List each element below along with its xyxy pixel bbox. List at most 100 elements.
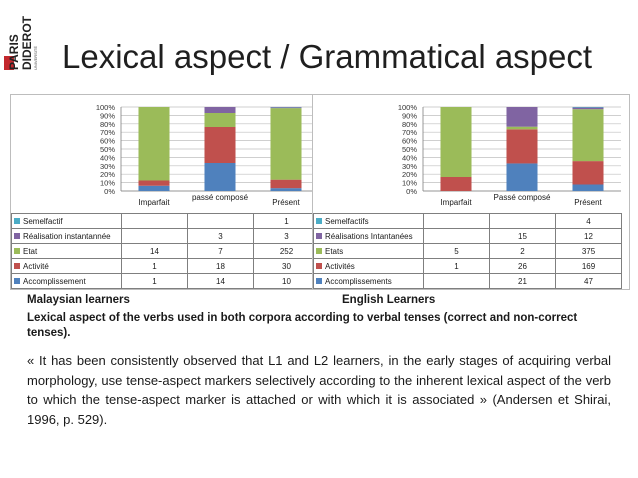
logo-diderot: DIDEROT: [20, 15, 34, 70]
bar-etat-passe-compose: [204, 113, 236, 127]
chart-english-plot: 0%10%20%30%40%50%60%70%80%90%100%: [398, 103, 621, 196]
table-row: Semelfactif 1: [11, 213, 320, 229]
data-label: 1: [423, 258, 490, 274]
y-tick-label: 10%: [100, 179, 115, 188]
legend-label: Etat: [23, 246, 38, 256]
y-tick-label: 90%: [402, 111, 417, 120]
y-tick-label: 80%: [402, 120, 417, 129]
bar-semelfactifs-present: [572, 107, 604, 108]
table-row: Etat 14 7 252: [11, 243, 320, 259]
bar-accomplissement-imparfait: [138, 185, 170, 191]
x-category-label: Passé composé: [493, 193, 551, 202]
data-label: [423, 228, 490, 244]
y-tick-label: 50%: [100, 145, 115, 154]
logo-paris: PARIS: [7, 34, 21, 70]
data-label: 30: [253, 258, 320, 274]
legend-swatch: [14, 233, 20, 240]
data-label: 3: [187, 228, 254, 244]
legend-swatch: [316, 263, 322, 270]
data-label: [423, 213, 490, 229]
legend-label: Activité: [23, 261, 49, 271]
legend-label: Etats: [325, 246, 344, 256]
legend-swatch: [316, 278, 322, 285]
bar-activites-present: [572, 161, 604, 185]
data-label: [489, 213, 556, 229]
chart-english: 0% 10% 20% 30% 40% 50% 60% 70% 80% 90% 100% Imparf…: [312, 94, 630, 290]
bar-realisation-instantannee-present: [270, 107, 302, 109]
y-tick-label: 30%: [402, 162, 417, 171]
legend-label: Accomplissement: [23, 276, 86, 286]
x-category-label: Imparfait: [440, 198, 472, 207]
bar-activites-imparfait: [440, 177, 472, 191]
table-row: Activités 1 26 169: [313, 258, 622, 274]
table-row: Accomplissement 1 14 10: [11, 273, 320, 289]
table-row: Accomplissements 21 47: [313, 273, 622, 289]
data-label: 252: [253, 243, 320, 259]
data-label: 375: [555, 243, 622, 259]
y-tick-label: 60%: [402, 137, 417, 146]
bar-etat-present: [270, 108, 302, 180]
legend-swatch: [316, 248, 322, 255]
andersen-shirai-quote: « It has been consistently observed that…: [27, 353, 611, 427]
bar-activite-passe-compose: [204, 127, 236, 163]
data-label: [121, 228, 188, 244]
legend-label: Accomplissements: [325, 276, 392, 286]
data-label: 18: [187, 258, 254, 274]
bar-accomplissement-passe-compose: [204, 163, 236, 191]
data-label: 1: [121, 273, 188, 289]
bar-etat-imparfait: [138, 107, 170, 181]
legend-label: Semelfactifs: [325, 216, 369, 226]
y-tick-label: 10%: [402, 179, 417, 188]
bar-etats-passe-compose: [506, 126, 538, 130]
data-label: 21: [489, 273, 556, 289]
y-tick-label: 90%: [100, 111, 115, 120]
y-tick-label: 0%: [104, 187, 115, 196]
data-table: Semelfactif 1 Réalisation instantannée 3 3 Et…: [11, 213, 320, 289]
data-label: 169: [555, 258, 622, 274]
y-tick-label: 40%: [402, 153, 417, 162]
legend-label: Semelfactif: [23, 216, 63, 226]
y-tick-label: 60%: [100, 137, 115, 146]
x-category-label: Présent: [574, 198, 602, 207]
legend-swatch: [14, 218, 20, 225]
table-row: Etats 5 2 375: [313, 243, 622, 259]
bar-activites-passe-compose: [506, 129, 538, 164]
bar-etats-present: [572, 109, 604, 162]
table-row: Activité 1 18 30: [11, 258, 320, 274]
legend-label: Activités: [325, 261, 355, 271]
y-tick-label: 70%: [402, 128, 417, 137]
legend-label: Réalisation instantannée: [23, 231, 111, 241]
data-label: 47: [555, 273, 622, 289]
data-label: 5: [423, 243, 490, 259]
chart-malaysian: 0% 10% 20% 30% 40% 50% 60% 70% 80% 90% 100% Imparf…: [10, 94, 328, 290]
data-label: 1: [121, 258, 188, 274]
y-tick-label: 20%: [402, 170, 417, 179]
data-label: [121, 213, 188, 229]
bar-accomplissements-passe-compose: [506, 163, 538, 191]
table-row: Réalisations Intantanées 15 12: [313, 228, 622, 244]
x-category-label: Imparfait: [138, 198, 170, 207]
bar-activite-present: [270, 179, 302, 189]
bar-etats-imparfait: [440, 107, 472, 177]
y-tick-label: 40%: [100, 153, 115, 162]
data-label: 3: [253, 228, 320, 244]
figure-caption: Lexical aspect of the verbs used in both…: [27, 312, 578, 339]
legend-swatch: [14, 248, 20, 255]
legend-swatch: [14, 263, 20, 270]
bar-accomplissements-present: [572, 184, 604, 191]
caption-malaysian-learners: Malaysian learners: [27, 294, 130, 306]
y-tick-label: 80%: [100, 120, 115, 129]
y-tick-label: 50%: [402, 145, 417, 154]
slide-title: Lexical aspect / Grammatical aspect: [62, 38, 593, 75]
y-tick-label: 100%: [398, 103, 418, 112]
data-label: 14: [187, 273, 254, 289]
y-tick-label: 100%: [96, 103, 116, 112]
data-label: 15: [489, 228, 556, 244]
data-label: 12: [555, 228, 622, 244]
bar-activite-imparfait: [138, 180, 170, 186]
legend-swatch: [316, 233, 322, 240]
data-label: [187, 213, 254, 229]
bar-realisation-instantannee-passe-compose: [204, 107, 236, 113]
y-tick-label: 20%: [100, 170, 115, 179]
data-label: 1: [253, 213, 320, 229]
